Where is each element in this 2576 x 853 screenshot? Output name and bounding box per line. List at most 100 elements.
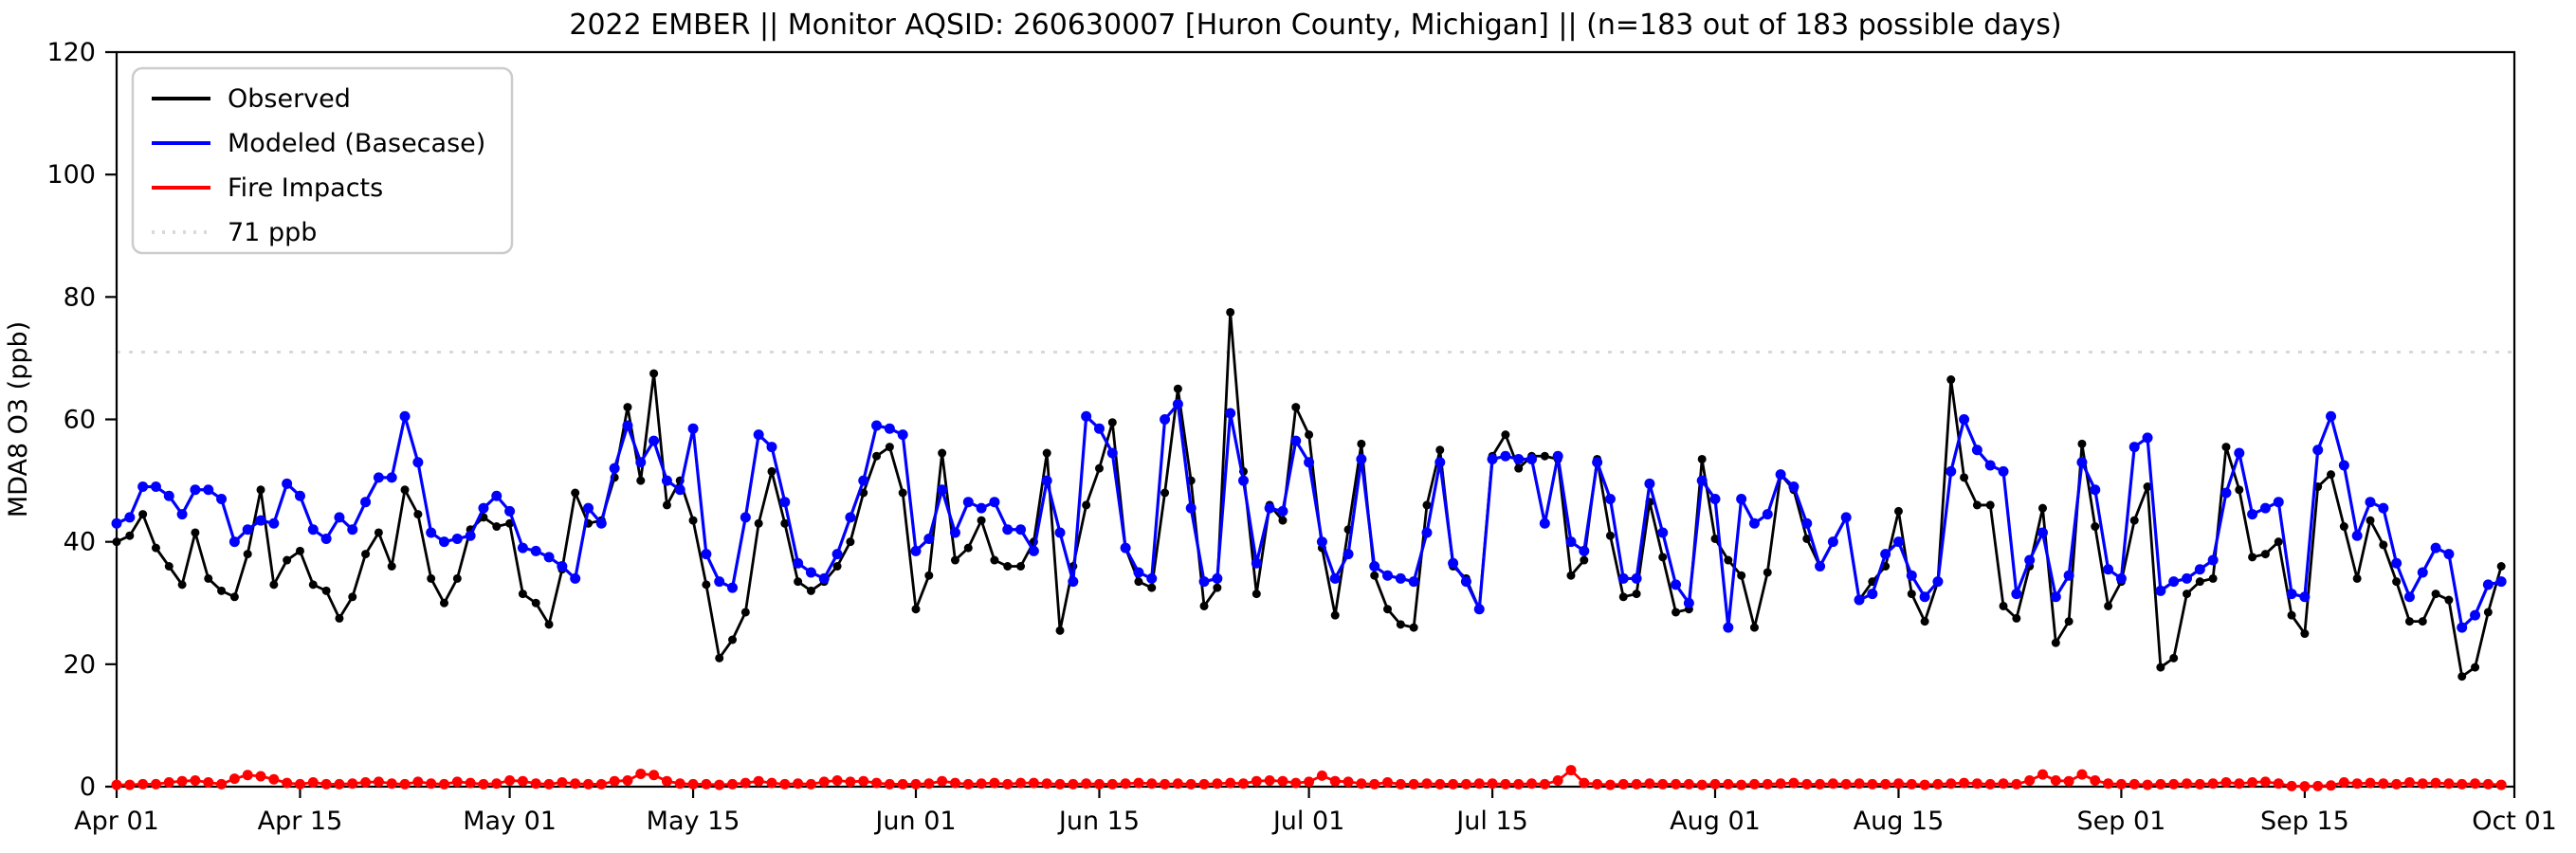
data-point — [138, 510, 148, 519]
data-point — [1737, 571, 1746, 580]
data-point — [150, 481, 161, 493]
data-point — [1290, 777, 1302, 789]
data-point — [413, 510, 423, 519]
data-point — [793, 778, 804, 789]
data-point — [884, 778, 895, 789]
data-point — [1382, 570, 1394, 581]
data-point — [2418, 617, 2427, 626]
data-point — [2287, 610, 2296, 620]
data-point — [1539, 517, 1550, 529]
data-point — [1748, 778, 1760, 789]
data-point — [1657, 527, 1669, 538]
data-point — [609, 463, 620, 474]
data-point — [2470, 609, 2481, 621]
data-point — [990, 555, 999, 565]
data-point — [910, 778, 922, 789]
y-tick-label: 100 — [46, 160, 96, 190]
data-point — [504, 505, 516, 517]
data-point — [1840, 778, 1852, 789]
data-point — [1998, 778, 2009, 789]
data-point — [727, 582, 739, 593]
data-point — [2457, 622, 2468, 633]
data-point — [2156, 662, 2165, 672]
data-point — [701, 778, 712, 789]
data-point — [1173, 384, 1182, 393]
data-point — [217, 586, 227, 595]
data-point — [911, 605, 921, 614]
data-point — [228, 773, 240, 785]
data-point — [1487, 778, 1498, 789]
data-point — [347, 778, 358, 789]
data-point — [1068, 576, 1079, 588]
data-point — [1762, 778, 1773, 789]
data-point — [805, 567, 816, 578]
data-point — [438, 536, 449, 548]
data-point — [1277, 505, 1288, 517]
data-point — [2051, 638, 2060, 647]
data-point — [2443, 549, 2455, 560]
data-point — [1840, 512, 1852, 523]
data-point — [478, 778, 489, 789]
data-point — [176, 509, 188, 520]
data-point — [1579, 777, 1590, 789]
data-point — [1604, 779, 1616, 790]
data-point — [989, 777, 1000, 789]
data-point — [1514, 463, 1524, 473]
data-point — [2471, 662, 2480, 672]
data-point — [386, 472, 397, 483]
data-point — [282, 478, 293, 489]
data-point — [1892, 536, 1904, 548]
data-point — [361, 550, 371, 559]
x-tick-label: May 01 — [463, 807, 557, 836]
legend-label-observed: Observed — [228, 84, 351, 114]
data-point — [203, 484, 214, 496]
data-point — [910, 545, 922, 556]
data-point — [2128, 778, 2140, 789]
data-point — [1644, 478, 1655, 489]
data-point — [2011, 778, 2022, 789]
data-point — [1971, 445, 1982, 456]
x-tick-label: Aug 01 — [1670, 807, 1761, 836]
data-point — [1264, 502, 1275, 514]
data-point — [1251, 775, 1262, 787]
data-point — [137, 778, 149, 789]
data-point — [1409, 623, 1418, 632]
data-point — [1304, 457, 1315, 468]
data-point — [2470, 778, 2481, 789]
data-point — [2077, 439, 2087, 448]
data-point — [399, 410, 411, 422]
data-point — [2169, 653, 2179, 662]
data-point — [530, 778, 541, 789]
data-point — [2351, 778, 2363, 789]
data-point — [1736, 493, 1747, 504]
x-tick-label: Jul 01 — [1271, 807, 1345, 836]
data-point — [1093, 778, 1105, 789]
data-point — [1081, 410, 1092, 422]
data-point — [794, 577, 803, 587]
data-point — [1199, 601, 1209, 610]
data-point — [818, 776, 830, 788]
data-point — [1775, 469, 1786, 481]
data-point — [2259, 502, 2271, 514]
data-point — [1160, 414, 1171, 425]
x-tick-label: Jun 01 — [873, 807, 956, 836]
data-point — [1448, 778, 1459, 789]
data-point — [2457, 778, 2468, 789]
data-point — [1892, 778, 1904, 789]
data-point — [1580, 555, 1589, 565]
data-point — [962, 778, 974, 789]
data-point — [1028, 777, 1039, 789]
data-point — [832, 562, 842, 571]
data-point — [897, 778, 908, 789]
data-point — [2403, 591, 2415, 603]
data-point — [268, 773, 280, 785]
data-point — [2366, 516, 2375, 525]
data-point — [348, 592, 357, 602]
data-point — [779, 497, 791, 508]
data-point — [1396, 620, 1405, 629]
data-point — [1972, 500, 1982, 510]
data-point — [1146, 778, 1158, 789]
data-point — [1932, 778, 1944, 789]
data-point — [1999, 601, 2008, 610]
